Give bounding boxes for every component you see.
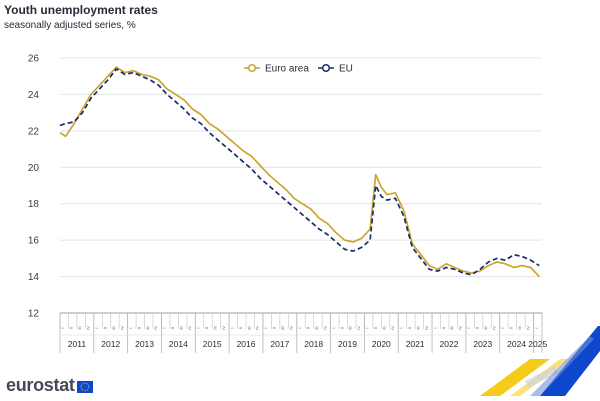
quarter-label: III: [179, 326, 184, 329]
y-tick-label: 12: [28, 309, 40, 320]
quarter-label: III: [212, 326, 217, 329]
chart-subtitle: seasonally adjusted series, %: [4, 20, 136, 31]
chart-title: Youth unemployment rates: [4, 3, 158, 17]
y-tick-label: 26: [28, 54, 40, 65]
year-label: 2019: [338, 339, 357, 349]
quarter-label: I: [297, 327, 302, 328]
quarter-label: II: [103, 327, 108, 329]
year-label: 2024: [507, 339, 526, 349]
y-tick-label: 18: [28, 199, 40, 210]
quarter-label: III: [145, 326, 150, 329]
y-tick-label: 14: [28, 272, 40, 283]
logo-text: eurostat: [6, 375, 75, 395]
year-label: 2016: [237, 339, 256, 349]
legend-marker-euro-area: [247, 63, 257, 73]
quarter-label: III: [111, 326, 116, 329]
quarter-label: II: [238, 327, 243, 329]
quarter-label: IV: [322, 326, 327, 330]
quarter-label: I: [398, 327, 403, 328]
quarter-label: II: [407, 327, 412, 329]
quarter-label: IV: [525, 326, 530, 330]
y-tick-label: 24: [28, 90, 40, 101]
quarter-label: I: [365, 327, 370, 328]
quarter-label: III: [77, 326, 82, 329]
year-label: 2014: [169, 339, 188, 349]
quarter-label: I: [466, 327, 471, 328]
y-tick-label: 16: [28, 236, 40, 247]
quarter-label: II: [305, 327, 310, 329]
quarter-label: IV: [356, 326, 361, 330]
y-tick-label: 22: [28, 126, 40, 137]
quarter-label: II: [170, 327, 175, 329]
quarter-label: II: [69, 327, 74, 329]
quarter-label: I: [432, 327, 437, 328]
quarter-label: I: [500, 327, 505, 328]
quarter-label: II: [475, 327, 480, 329]
quarter-label: IV: [119, 326, 124, 330]
quarter-label: IV: [424, 326, 429, 330]
quarter-label: IV: [390, 326, 395, 330]
quarter-label: I: [229, 327, 234, 328]
year-label: 2012: [101, 339, 120, 349]
year-label: 2020: [372, 339, 391, 349]
eurostat-corner-graphic: [480, 326, 600, 396]
quarter-label: I: [128, 327, 133, 328]
legend-marker-eu: [321, 63, 331, 73]
year-label: 2023: [473, 339, 492, 349]
year-label: 2015: [203, 339, 222, 349]
quarter-label: I: [534, 327, 539, 328]
quarter-label: II: [508, 327, 513, 329]
quarter-label: IV: [255, 326, 260, 330]
quarter-label: IV: [289, 326, 294, 330]
quarter-label: IV: [458, 326, 463, 330]
legend-label-euro-area: Euro area: [265, 64, 309, 75]
quarter-label: IV: [491, 326, 496, 330]
quarter-label: II: [136, 327, 141, 329]
year-label: 2025: [528, 339, 547, 349]
quarter-label: I: [331, 327, 336, 328]
quarter-label: IV: [221, 326, 226, 330]
eurostat-logo[interactable]: eurostat: [6, 375, 93, 396]
quarter-label: II: [272, 327, 277, 329]
quarter-label: I: [162, 327, 167, 328]
quarter-label: III: [314, 326, 319, 329]
quarter-label: I: [94, 327, 99, 328]
quarter-label: III: [246, 326, 251, 329]
quarter-label: III: [517, 326, 522, 329]
quarter-label: IV: [153, 326, 158, 330]
quarter-label: III: [449, 326, 454, 329]
quarter-label: I: [196, 327, 201, 328]
eu-flag-icon: [76, 380, 93, 393]
year-label: 2011: [68, 339, 87, 349]
year-label: 2021: [406, 339, 425, 349]
quarter-label: III: [483, 326, 488, 329]
quarter-label: III: [280, 326, 285, 329]
quarter-label: II: [339, 327, 344, 329]
quarter-label: IV: [187, 326, 192, 330]
year-label: 2013: [135, 339, 154, 349]
year-label: 2017: [270, 339, 289, 349]
quarter-label: I: [60, 327, 65, 328]
quarter-label: III: [348, 326, 353, 329]
legend-label-eu: EU: [339, 64, 353, 75]
quarter-label: II: [204, 327, 209, 329]
quarter-label: I: [263, 327, 268, 328]
quarter-label: III: [382, 326, 387, 329]
year-label: 2018: [304, 339, 323, 349]
series-line-euro-area: [59, 66, 540, 278]
y-tick-label: 20: [28, 163, 40, 174]
series-line-eu: [59, 68, 540, 276]
quarter-label: II: [441, 327, 446, 329]
year-label: 2022: [440, 339, 459, 349]
quarter-label: III: [415, 326, 420, 329]
quarter-label: II: [373, 327, 378, 329]
quarter-label: IV: [86, 326, 91, 330]
